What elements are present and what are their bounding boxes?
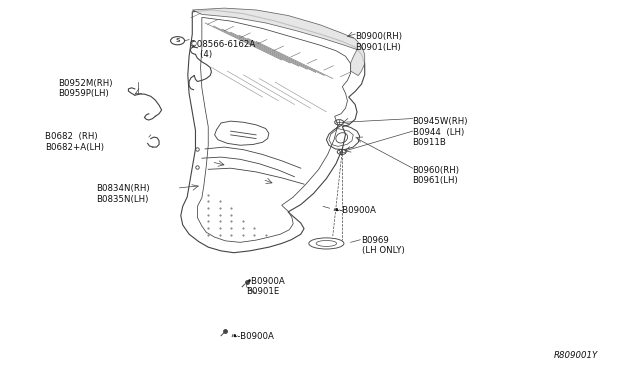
Text: B0834N(RH)
B0835N(LH): B0834N(RH) B0835N(LH) xyxy=(97,184,150,203)
Text: S: S xyxy=(175,38,180,43)
Text: ❧-B0900A: ❧-B0900A xyxy=(230,332,275,341)
Text: B0969
(LH ONLY): B0969 (LH ONLY) xyxy=(362,236,404,256)
Text: ©08566-6162A
    (4): ©08566-6162A (4) xyxy=(189,39,257,59)
Text: •B0900A
B0901E: •B0900A B0901E xyxy=(246,277,285,296)
Text: B0682  (RH)
B0682+A(LH): B0682 (RH) B0682+A(LH) xyxy=(45,132,104,152)
Text: ❧-B0900A: ❧-B0900A xyxy=(333,206,377,215)
Text: B0945W(RH)
B0944  (LH)
B0911B: B0945W(RH) B0944 (LH) B0911B xyxy=(413,118,468,147)
Text: R809001Y: R809001Y xyxy=(554,351,598,360)
Text: B0960(RH)
B0961(LH): B0960(RH) B0961(LH) xyxy=(413,166,460,185)
Text: B0900(RH)
B0901(LH): B0900(RH) B0901(LH) xyxy=(355,32,402,52)
Polygon shape xyxy=(192,8,365,76)
Text: B0952M(RH)
B0959P(LH): B0952M(RH) B0959P(LH) xyxy=(58,78,113,98)
